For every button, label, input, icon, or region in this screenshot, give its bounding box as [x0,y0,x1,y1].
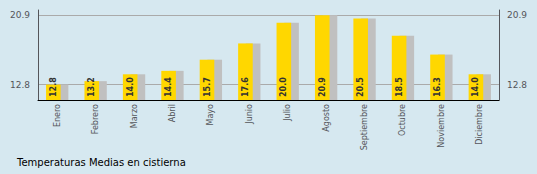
svg-text:Diciembre: Diciembre [475,104,484,145]
svg-text:Agosto: Agosto [322,104,331,132]
svg-text:Julio: Julio [283,104,292,122]
svg-text:18.5: 18.5 [395,77,404,97]
svg-text:20.9: 20.9 [318,77,327,97]
svg-text:14.0: 14.0 [471,77,480,97]
svg-text:Mayo: Mayo [206,104,215,126]
svg-text:17.6: 17.6 [241,77,250,97]
svg-text:20.0: 20.0 [279,77,288,97]
svg-text:16.3: 16.3 [433,77,442,97]
svg-text:Temperaturas Medias en cistier: Temperaturas Medias en cistierna [16,157,186,168]
svg-text:20.5: 20.5 [356,77,365,97]
svg-text:15.7: 15.7 [203,77,212,97]
svg-text:Febrero: Febrero [91,104,100,134]
svg-text:Marzo: Marzo [130,104,139,128]
svg-text:20.9: 20.9 [10,10,30,20]
svg-text:20.9: 20.9 [507,10,527,20]
svg-text:12.8: 12.8 [49,77,58,97]
svg-text:12.8: 12.8 [10,80,30,90]
svg-text:14.4: 14.4 [164,77,173,97]
svg-text:12.8: 12.8 [507,80,527,90]
svg-text:Noviembre: Noviembre [437,104,446,148]
svg-text:Abril: Abril [168,104,177,122]
svg-text:13.2: 13.2 [87,77,96,97]
svg-text:14.0: 14.0 [126,77,135,97]
svg-text:Octubre: Octubre [398,104,407,136]
svg-text:Enero: Enero [53,104,62,127]
svg-text:Septiembre: Septiembre [360,104,369,150]
svg-text:Junio: Junio [245,104,254,125]
